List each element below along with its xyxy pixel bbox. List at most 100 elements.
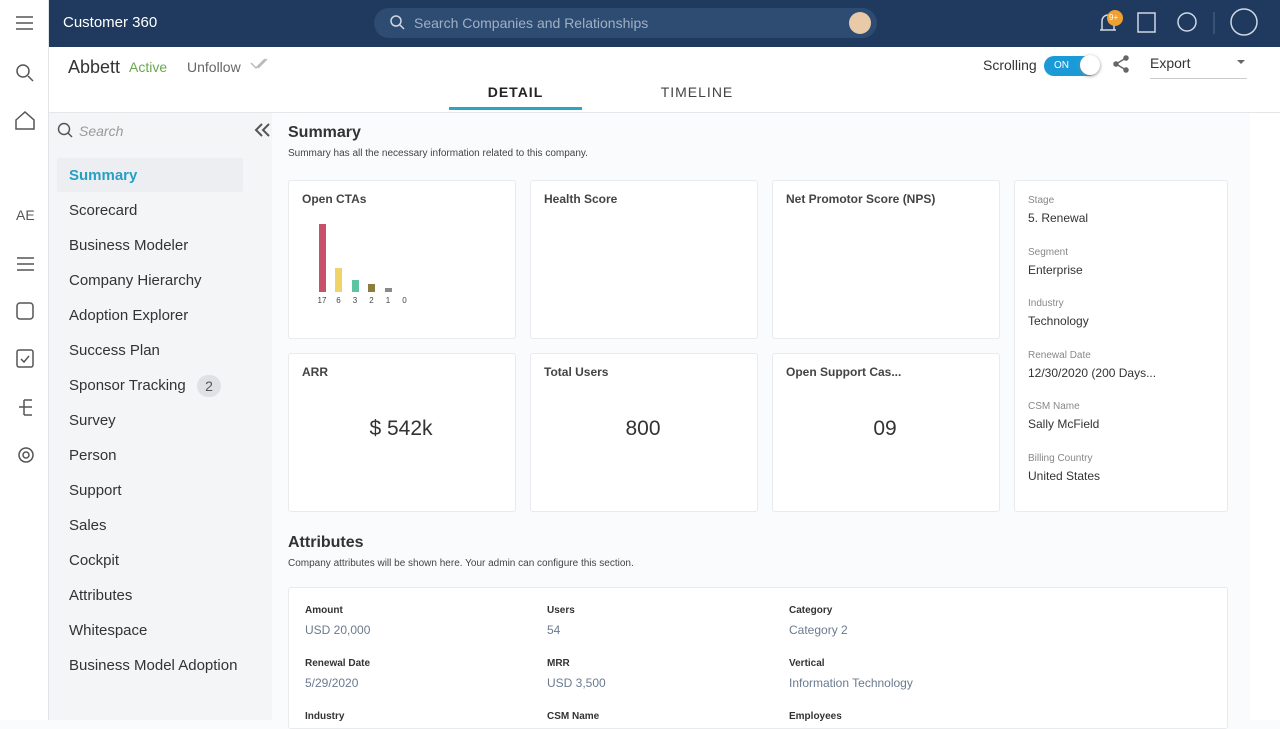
task-icon[interactable] (16, 349, 34, 368)
detail-label: CSM Name (1028, 401, 1080, 413)
attribute-value: USD 3,500 (547, 676, 606, 690)
section-subtitle: Company attributes will be shown here. Y… (288, 558, 634, 569)
section-title: Attributes (288, 534, 364, 551)
detail-label: Stage (1028, 195, 1055, 206)
nav-item[interactable]: Attributes (69, 587, 133, 604)
toggle-knob (1080, 55, 1100, 75)
attribute-label: Employees (789, 711, 842, 722)
cta-label: 3 (352, 296, 358, 305)
card-title: Open Support Cas... (786, 365, 902, 379)
follow-check (250, 58, 268, 70)
app-title: Customer 360 (63, 14, 158, 31)
card-value: 800 (625, 417, 661, 440)
tab[interactable]: TIMELINE (660, 84, 734, 100)
attribute-label: Users (547, 605, 575, 616)
detail-label: Industry (1028, 298, 1064, 310)
detail-label: Renewal Date (1028, 349, 1091, 361)
nav-item[interactable]: Business Model Adoption (69, 657, 238, 674)
nav-item[interactable]: Sponsor Tracking (69, 377, 186, 394)
nav-item[interactable]: Summary (69, 167, 138, 184)
attribute-label: Vertical (789, 658, 825, 669)
list-icon[interactable] (17, 257, 34, 271)
cta-label: 1 (385, 296, 391, 305)
sidebar (49, 113, 272, 720)
export-underline (1150, 78, 1247, 79)
attribute-value: 5/29/2020 (305, 676, 359, 690)
cta-label: 17 (317, 296, 327, 305)
notification-badge: 9+ (1109, 13, 1119, 22)
tab[interactable]: DETAIL (487, 84, 544, 100)
nav-item[interactable]: Survey (69, 412, 116, 429)
search-icon[interactable] (16, 64, 30, 78)
hierarchy-icon[interactable] (19, 399, 32, 416)
home-icon[interactable] (15, 110, 35, 130)
nav-item[interactable]: Cockpit (69, 552, 120, 569)
nav-item[interactable]: Business Modeler (69, 237, 189, 254)
section-title: Summary (288, 124, 361, 141)
attribute-value: Information Technology (789, 676, 913, 690)
nav-item[interactable]: Support (69, 482, 122, 499)
nav-selected (57, 158, 243, 192)
nav-item[interactable]: Scorecard (69, 202, 138, 219)
globe-icon[interactable] (1177, 12, 1197, 32)
card-title: Net Promotor Score (NPS) (786, 192, 936, 206)
search-box[interactable] (374, 8, 877, 38)
settings-icon[interactable] (18, 447, 34, 463)
company-status: Active (129, 59, 168, 75)
attribute-label: MRR (547, 658, 570, 669)
cta-bar (368, 284, 375, 292)
card-title: Total Users (544, 365, 609, 379)
card (530, 180, 758, 339)
tab-indicator (449, 107, 582, 110)
cta-label: 0 (402, 296, 407, 305)
share-icon[interactable] (1114, 57, 1127, 71)
calendar-icon[interactable] (16, 302, 34, 320)
nav-item[interactable]: Company Hierarchy (69, 272, 202, 289)
nav-badge: 2 (197, 375, 221, 397)
attribute-label: Industry (305, 711, 345, 722)
cta-bar (351, 280, 359, 292)
export-menu[interactable]: Export (1150, 55, 1191, 71)
nav-item[interactable]: Sales (69, 517, 107, 534)
attribute-label: Renewal Date (305, 658, 371, 669)
card-title: Open CTAs (302, 192, 367, 206)
card (772, 353, 1000, 512)
card (288, 587, 1228, 729)
detail-value: United States (1028, 469, 1101, 483)
cta-bar (335, 268, 342, 292)
attribute-value: USD 20,000 (305, 623, 371, 637)
company-name: Abbett (68, 57, 121, 77)
avatar[interactable] (849, 12, 871, 34)
card (772, 180, 1000, 339)
card (530, 353, 758, 512)
attribute-label: CSM Name (547, 711, 600, 722)
cta-label: 6 (336, 296, 341, 305)
menu-icon[interactable] (16, 16, 33, 30)
icon-rail (0, 0, 49, 720)
attribute-label: Amount (305, 605, 343, 616)
follow-button[interactable]: Unfollow (187, 59, 241, 75)
card-title: Health Score (544, 192, 618, 206)
card (1014, 180, 1228, 512)
nav-item[interactable]: Success Plan (69, 342, 160, 359)
detail-value: Enterprise (1028, 262, 1083, 277)
collapse-icon[interactable] (254, 123, 270, 137)
attribute-value: 54 (547, 623, 561, 637)
sidebar-search: Search (79, 123, 124, 139)
scrolling-label: Scrolling (983, 57, 1037, 73)
scroll-gutter (1250, 113, 1280, 720)
section-subtitle: Summary has all the necessary informatio… (288, 148, 588, 159)
export-caret[interactable] (1237, 60, 1245, 64)
cta-label: 2 (369, 296, 374, 305)
nav-item[interactable]: Adoption Explorer (69, 307, 189, 324)
detail-label: Billing Country (1028, 453, 1093, 464)
card (288, 180, 516, 339)
nav-item[interactable]: Whitespace (69, 622, 148, 639)
profile-icon[interactable] (1230, 8, 1258, 36)
card (288, 353, 516, 512)
detail-value: Technology (1028, 314, 1089, 329)
detail-value: 5. Renewal (1028, 211, 1089, 225)
book-icon[interactable] (1137, 12, 1156, 33)
nav-item[interactable]: Person (69, 447, 117, 464)
detail-label: Segment (1028, 246, 1069, 258)
